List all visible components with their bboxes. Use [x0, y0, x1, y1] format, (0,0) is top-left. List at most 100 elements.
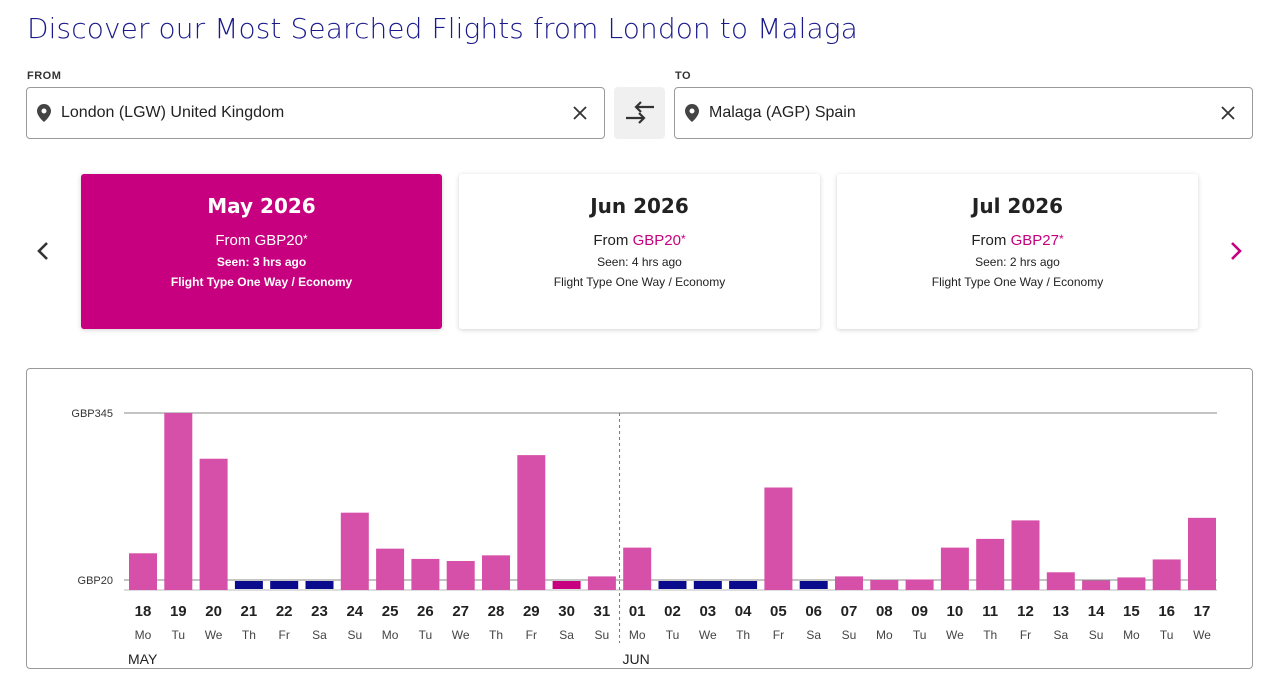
- x-tick-day: 15: [1123, 603, 1140, 620]
- x-tick-weekday: Su: [842, 628, 857, 642]
- month-from: From GBP20*: [593, 232, 686, 249]
- x-tick-weekday: Th: [736, 628, 750, 642]
- chart-bar: [446, 560, 475, 590]
- x-tick-day: 18: [135, 603, 152, 620]
- x-tick-weekday: We: [946, 628, 964, 642]
- x-tick-weekday: Tu: [666, 628, 680, 642]
- x-tick-weekday: Fr: [1020, 628, 1031, 642]
- x-tick-day: 06: [805, 603, 822, 620]
- chart-bar: [552, 581, 581, 589]
- chart-bar: [905, 579, 934, 590]
- x-tick-weekday: Th: [983, 628, 997, 642]
- month-price: GBP20: [632, 232, 681, 249]
- x-tick-day: 28: [488, 603, 505, 620]
- month-price: GBP27: [1010, 232, 1059, 249]
- x-tick-day: 08: [876, 603, 893, 620]
- page-title: Discover our Most Searched Flights from …: [27, 12, 858, 45]
- x-tick-weekday: We: [452, 628, 470, 642]
- x-tick-day: 27: [452, 603, 469, 620]
- chart-bar: [482, 555, 510, 590]
- x-tick-weekday: We: [205, 628, 223, 642]
- month-label: MAY: [128, 651, 158, 667]
- chart-bar: [799, 581, 828, 589]
- x-tick-day: 03: [699, 603, 716, 620]
- x-tick-day: 25: [382, 603, 399, 620]
- x-tick-weekday: Th: [242, 628, 256, 642]
- x-tick-day: 21: [241, 603, 258, 620]
- month-seen: Seen: 2 hrs ago: [975, 255, 1060, 269]
- swap-button[interactable]: [614, 87, 665, 139]
- to-field[interactable]: Malaga (AGP) Spain: [674, 87, 1253, 139]
- x-tick-day: 19: [170, 603, 187, 620]
- chart-bar: [1117, 577, 1146, 590]
- chart-bar: [340, 512, 369, 590]
- month-from: From GBP27*: [971, 232, 1064, 249]
- x-tick-day: 07: [841, 603, 858, 620]
- close-icon[interactable]: [562, 95, 598, 131]
- from-label: FROM: [27, 70, 62, 82]
- x-tick-weekday: Tu: [419, 628, 433, 642]
- x-tick-weekday: Mo: [135, 628, 152, 642]
- chart-bar: [729, 581, 758, 589]
- x-tick-day: 17: [1194, 603, 1211, 620]
- swap-arrows-icon: [625, 101, 654, 124]
- to-value: Malaga (AGP) Spain: [709, 104, 856, 121]
- chart-bar: [376, 548, 405, 590]
- chart-bar: [1046, 572, 1075, 590]
- month-card-may[interactable]: May 2026 From GBP20* Seen: 3 hrs ago Fli…: [81, 174, 442, 329]
- close-icon[interactable]: [1210, 95, 1246, 131]
- x-tick-weekday: Tu: [1160, 628, 1174, 642]
- x-tick-weekday: Su: [1089, 628, 1104, 642]
- x-tick-day: 24: [346, 603, 363, 620]
- month-title: Jul 2026: [971, 194, 1064, 218]
- x-tick-day: 22: [276, 603, 293, 620]
- chevron-left-icon[interactable]: [29, 237, 57, 265]
- chart-bar: [940, 547, 969, 590]
- chart-bar: [164, 413, 193, 590]
- x-tick-weekday: Sa: [312, 628, 327, 642]
- month-card-jun[interactable]: Jun 2026 From GBP20* Seen: 4 hrs ago Fli…: [459, 174, 820, 329]
- x-tick-day: 20: [205, 603, 222, 620]
- x-tick-weekday: Su: [347, 628, 362, 642]
- x-tick-day: 23: [311, 603, 328, 620]
- month-seen: Seen: 3 hrs ago: [216, 255, 307, 269]
- x-tick-day: 14: [1088, 603, 1105, 620]
- map-pin-icon: [685, 104, 699, 122]
- x-tick-day: 05: [770, 603, 787, 620]
- x-tick-weekday: Mo: [1123, 628, 1140, 642]
- chart-bar: [658, 581, 687, 589]
- x-tick-weekday: Mo: [629, 628, 646, 642]
- month-label: JUN: [623, 651, 650, 667]
- month-price: GBP20: [254, 232, 303, 249]
- x-tick-day: 09: [911, 603, 928, 620]
- x-tick-day: 04: [735, 603, 752, 620]
- x-tick-day: 16: [1158, 603, 1175, 620]
- to-label: TO: [675, 70, 692, 82]
- x-tick-weekday: We: [1193, 628, 1211, 642]
- chart-bar: [1011, 520, 1040, 590]
- x-tick-weekday: Fr: [773, 628, 784, 642]
- chart-bar: [199, 458, 228, 590]
- x-tick-day: 31: [594, 603, 611, 620]
- chart-bar: [517, 455, 546, 590]
- chart-bar: [870, 580, 899, 590]
- chart-bar: [305, 581, 334, 589]
- x-tick-weekday: Tu: [913, 628, 927, 642]
- x-tick-weekday: Tu: [172, 628, 186, 642]
- chart-bar: [234, 581, 263, 589]
- x-tick-day: 30: [558, 603, 575, 620]
- y-tick-label: GBP20: [78, 575, 113, 587]
- x-tick-day: 12: [1017, 603, 1034, 620]
- chart-bar: [693, 581, 722, 589]
- chevron-right-icon[interactable]: [1222, 237, 1250, 265]
- month-seen: Seen: 4 hrs ago: [597, 255, 682, 269]
- chart-bar: [623, 547, 652, 590]
- month-flight-type: Flight Type One Way / Economy: [931, 275, 1104, 289]
- x-tick-weekday: Sa: [1053, 628, 1068, 642]
- chart-bar: [1188, 517, 1216, 590]
- x-tick-weekday: We: [699, 628, 717, 642]
- from-field[interactable]: London (LGW) United Kingdom: [26, 87, 605, 139]
- month-card-jul[interactable]: Jul 2026 From GBP27* Seen: 2 hrs ago Fli…: [837, 174, 1198, 329]
- x-tick-weekday: Mo: [382, 628, 399, 642]
- x-tick-weekday: Su: [595, 628, 610, 642]
